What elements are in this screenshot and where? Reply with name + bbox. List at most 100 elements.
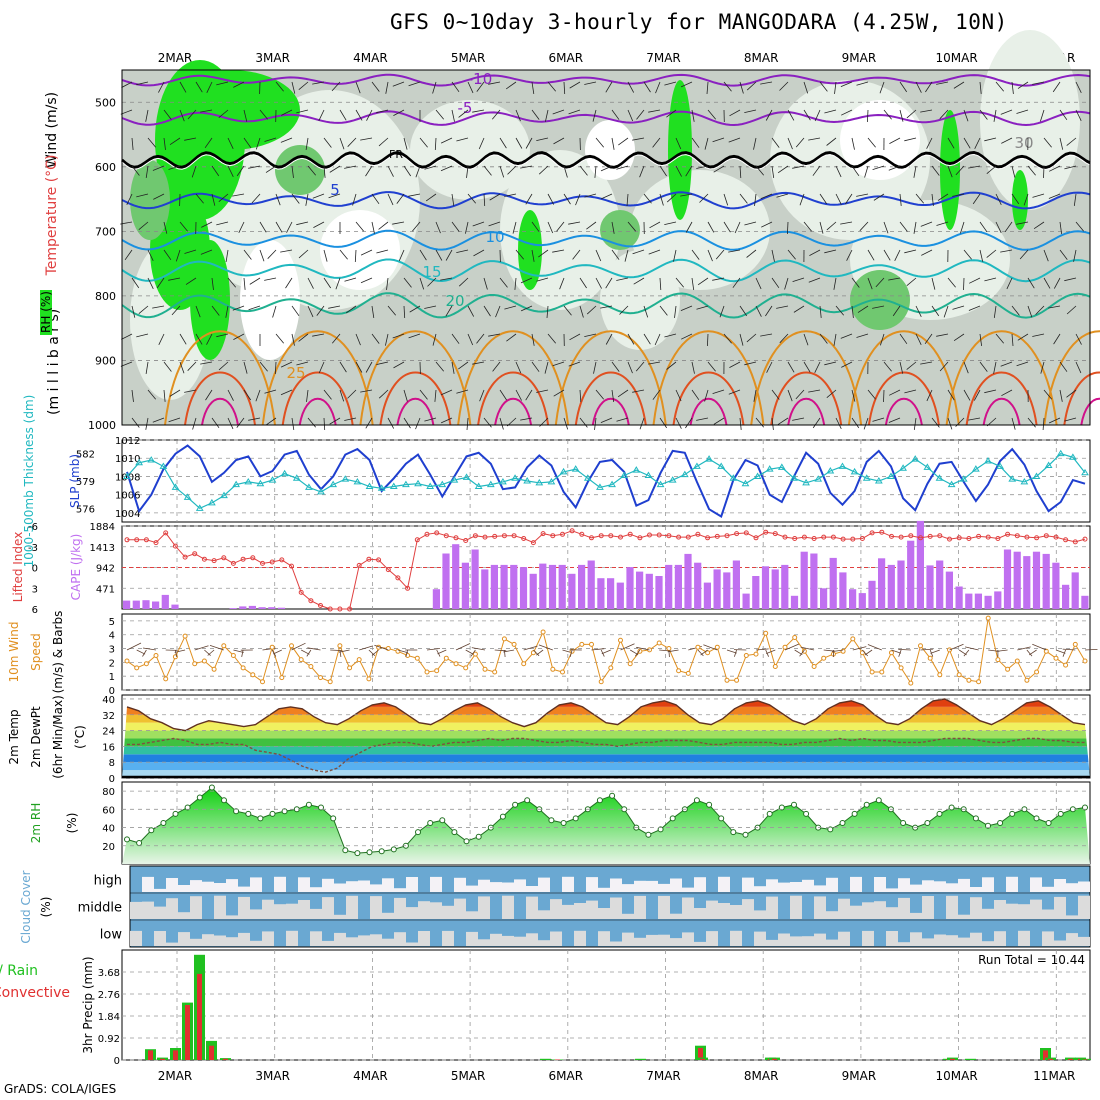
- cape-bar: [616, 582, 624, 609]
- cloud-cover-block: [358, 880, 370, 892]
- thickness-marker: [1020, 477, 1029, 485]
- wind-barb: [243, 389, 252, 401]
- wind-barb: [385, 81, 389, 94]
- rh-high-area: [940, 110, 960, 230]
- cloud-cover-block: [982, 908, 994, 919]
- lifted-index-marker: [598, 533, 604, 539]
- wind-barb: [739, 305, 748, 317]
- wind-barb: [572, 249, 581, 260]
- wind-barb: [963, 389, 971, 401]
- wind-barb: [472, 221, 485, 227]
- credit-label: GrADS: COLA/IGES: [4, 1082, 117, 1096]
- wind-barb: [184, 389, 197, 393]
- wind-barb: [472, 109, 485, 113]
- temp-band: [122, 754, 1090, 763]
- rh-marker: [124, 836, 130, 843]
- wind-speed-marker: [1082, 658, 1088, 664]
- wind-barb: [296, 361, 309, 366]
- wind-barb: [147, 277, 154, 289]
- cloud-cover-block: [262, 931, 274, 946]
- wind-barb: [179, 81, 187, 93]
- cape-bar: [142, 600, 150, 609]
- wind-barb-10m: [209, 645, 224, 651]
- wind-barb: [296, 221, 309, 226]
- wind-tick-label: 1: [109, 672, 115, 683]
- wind-barb-10m: [455, 643, 471, 651]
- wind-barb: [939, 109, 949, 120]
- wind-barb: [419, 249, 427, 261]
- cloud-cover-block: [466, 931, 478, 946]
- lifted-index-marker: [434, 530, 440, 536]
- cloud-cover-block: [718, 903, 730, 919]
- thickness-marker: [583, 474, 592, 481]
- lifted-index-marker: [1072, 539, 1078, 545]
- wind-barb: [255, 137, 261, 150]
- wind-barb: [392, 333, 405, 339]
- wind-barb: [819, 193, 828, 205]
- rh-marker: [730, 829, 737, 836]
- wind-barb: [365, 417, 373, 429]
- cloud-cover-block: [562, 876, 574, 892]
- wind-barb: [218, 109, 229, 119]
- wind-speed-marker: [763, 630, 769, 636]
- lifted-index-marker: [676, 534, 682, 540]
- wind-barb: [952, 193, 965, 197]
- cloud-cover-block: [634, 880, 646, 892]
- date-label-bottom: 5MAR: [451, 1069, 486, 1083]
- wind-speed-marker: [163, 676, 169, 682]
- date-label-top: 7MAR: [646, 51, 681, 65]
- wind10-barbs-label: (m/s) & Barbs: [51, 611, 65, 694]
- wind-barb: [795, 137, 805, 148]
- wind-barb: [200, 361, 213, 365]
- cloud-cover-block: [562, 904, 574, 919]
- wind-barb: [424, 417, 437, 422]
- wind-barb: [552, 249, 565, 253]
- wind-barb: [1017, 81, 1029, 89]
- wind-barb: [323, 249, 328, 262]
- wind-barb: [674, 305, 677, 318]
- wind-barb-10m: [426, 648, 440, 651]
- isotherm-35: [298, 397, 337, 426]
- wind-barb: [531, 333, 535, 346]
- wind-barb: [856, 81, 869, 86]
- wind-barb: [753, 389, 757, 402]
- wind-barb: [411, 221, 421, 232]
- wind-speed-marker: [463, 665, 469, 671]
- cloud-cover-block: [970, 932, 982, 946]
- wind-barb: [312, 333, 325, 337]
- cloud-cover-block: [250, 940, 262, 946]
- wind-barb: [792, 417, 805, 421]
- wind-barb: [1066, 137, 1077, 146]
- wind-barb-10m: [726, 649, 737, 654]
- cloud-cover-block: [622, 932, 634, 946]
- wind-barb: [147, 389, 157, 400]
- wind-barb: [291, 333, 295, 346]
- cloud-cover-block: [298, 900, 310, 919]
- cloud-cover-block: [670, 913, 682, 919]
- li-tick-label: 0: [32, 564, 38, 575]
- cloud-cover-block: [1042, 931, 1054, 946]
- wind-barb: [499, 277, 508, 288]
- pressure-tick-label: 800: [95, 290, 116, 303]
- wind-barb: [124, 249, 133, 261]
- wind-barb: [243, 137, 252, 149]
- cloud-cover-block: [190, 880, 202, 892]
- cloud-cover-block: [862, 930, 874, 946]
- wind-barb: [627, 221, 637, 232]
- wind-barb: [803, 109, 811, 121]
- wind-barb: [121, 81, 133, 88]
- cloud-cover-block: [922, 938, 934, 946]
- wind-barb: [624, 249, 629, 262]
- wind-speed-marker: [1063, 662, 1069, 668]
- wind-barb: [851, 305, 854, 318]
- wind-barb: [467, 193, 477, 204]
- cloud-cover-block: [610, 941, 622, 946]
- wind-speed-marker: [927, 655, 933, 661]
- wind-barb: [833, 277, 837, 290]
- wind-speed-marker: [192, 661, 198, 667]
- cloud-cover-block: [442, 930, 454, 946]
- lifted-index-marker: [221, 555, 227, 561]
- wind-barb: [707, 249, 713, 262]
- wind-barb: [704, 389, 709, 402]
- wind-barb-10m: [634, 649, 641, 657]
